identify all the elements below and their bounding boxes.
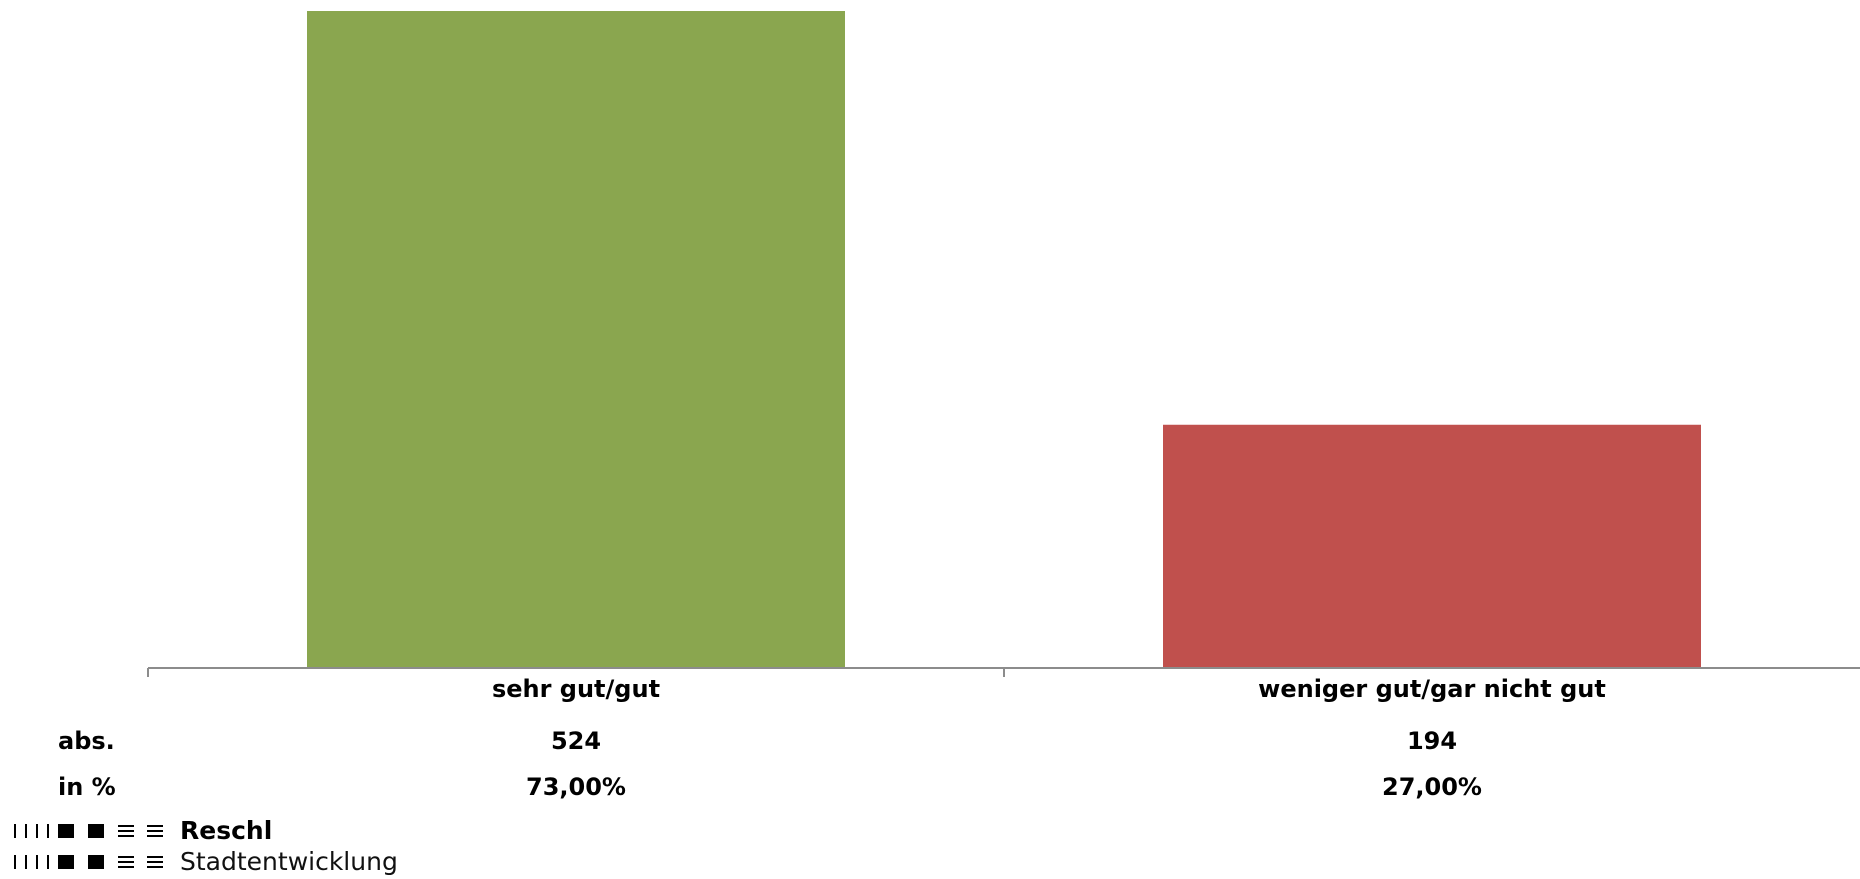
- reschl-logo-icon: [14, 818, 176, 844]
- category-label-1: weniger gut/gar nicht gut: [1258, 675, 1606, 703]
- bar-0: [307, 11, 845, 668]
- logo-name: Reschl: [180, 816, 273, 845]
- pct-value-0: 73,00%: [526, 773, 626, 801]
- abs-value-1: 194: [1406, 727, 1458, 755]
- pct-row-label: in %: [58, 773, 116, 801]
- reschl-logo-icon-2: [14, 849, 176, 875]
- logo-line-1: Reschl: [14, 816, 272, 845]
- pct-value-1: 27,00%: [1382, 773, 1482, 801]
- logo-subtitle: Stadtentwicklung: [180, 847, 398, 876]
- bar-chart: [147, 11, 1860, 677]
- abs-row-label: abs.: [58, 727, 115, 755]
- abs-value-0: 524: [550, 727, 602, 755]
- category-label-0: sehr gut/gut: [491, 675, 661, 703]
- bar-1: [1163, 424, 1701, 668]
- logo-line-2: Stadtentwicklung: [14, 847, 398, 876]
